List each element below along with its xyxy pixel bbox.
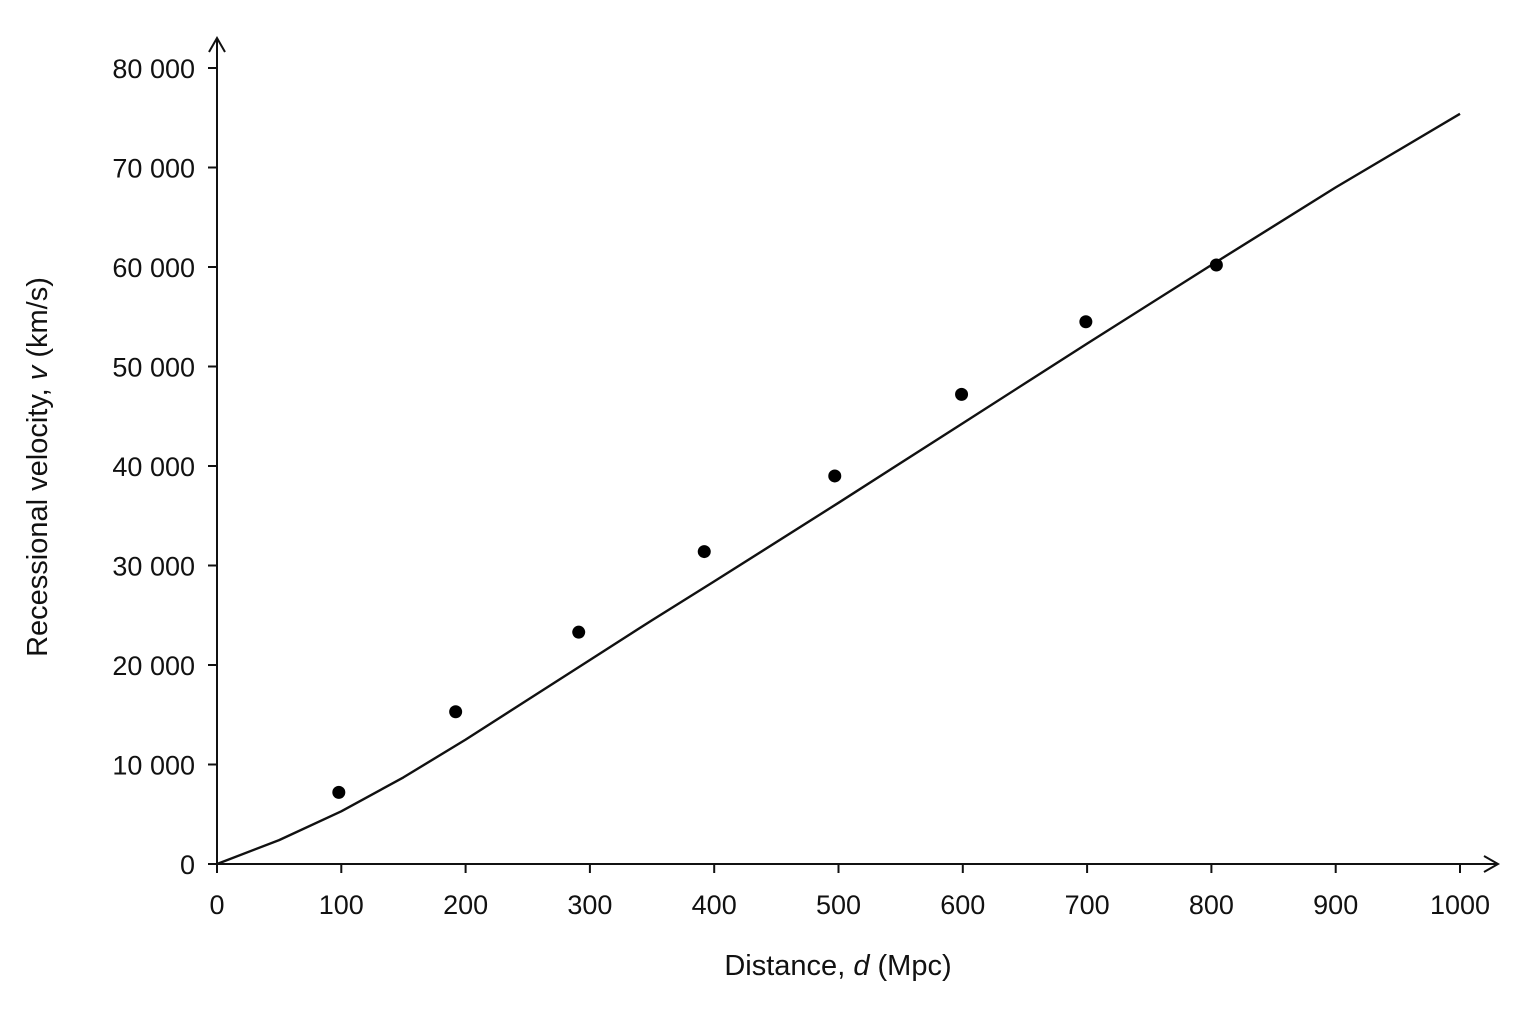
x-tick-label: 500: [816, 890, 861, 920]
x-axis-arrow: [1483, 855, 1501, 873]
data-point: [828, 469, 842, 483]
x-tick-label: 1000: [1430, 890, 1490, 920]
ticks: 0 100 200 300 400 500 600 700 800 900 1000 0 10 000 2…: [112, 54, 1490, 920]
data-point: [1209, 258, 1223, 272]
y-tick-label: 0: [180, 850, 195, 880]
x-tick-label: 0: [209, 890, 224, 920]
data-point: [449, 705, 463, 719]
y-tick-label: 10 000: [112, 751, 195, 781]
y-tick-label: 40 000: [112, 452, 195, 482]
y-axis-arrow: [208, 35, 226, 53]
x-tick-label: 400: [692, 890, 737, 920]
axes: [208, 35, 1501, 873]
x-tick-label: 300: [567, 890, 612, 920]
y-tick-label: 50 000: [112, 353, 195, 383]
x-tick-label: 800: [1189, 890, 1234, 920]
x-tick-label: 200: [443, 890, 488, 920]
x-tick-label: 100: [319, 890, 364, 920]
data-point: [1079, 315, 1093, 329]
curve-layer: [216, 112, 1461, 866]
x-tick-label: 700: [1065, 890, 1110, 920]
y-tick-label: 20 000: [112, 651, 195, 681]
data-point: [332, 785, 346, 799]
y-tick-label: 70 000: [112, 154, 195, 184]
y-tick-label: 60 000: [112, 253, 195, 283]
fit-curve: [216, 112, 1461, 866]
x-axis-title: Distance, d (Mpc): [724, 950, 951, 982]
data-point: [572, 625, 586, 639]
y-tick-label: 30 000: [112, 552, 195, 582]
y-axis-title: Recessional velocity, v (km/s): [22, 277, 54, 657]
y-tick-label: 80 000: [112, 54, 195, 84]
points-layer: [332, 258, 1223, 799]
data-point: [955, 387, 969, 401]
x-tick-label: 600: [940, 890, 985, 920]
x-tick-label: 900: [1313, 890, 1358, 920]
data-point: [697, 545, 711, 559]
